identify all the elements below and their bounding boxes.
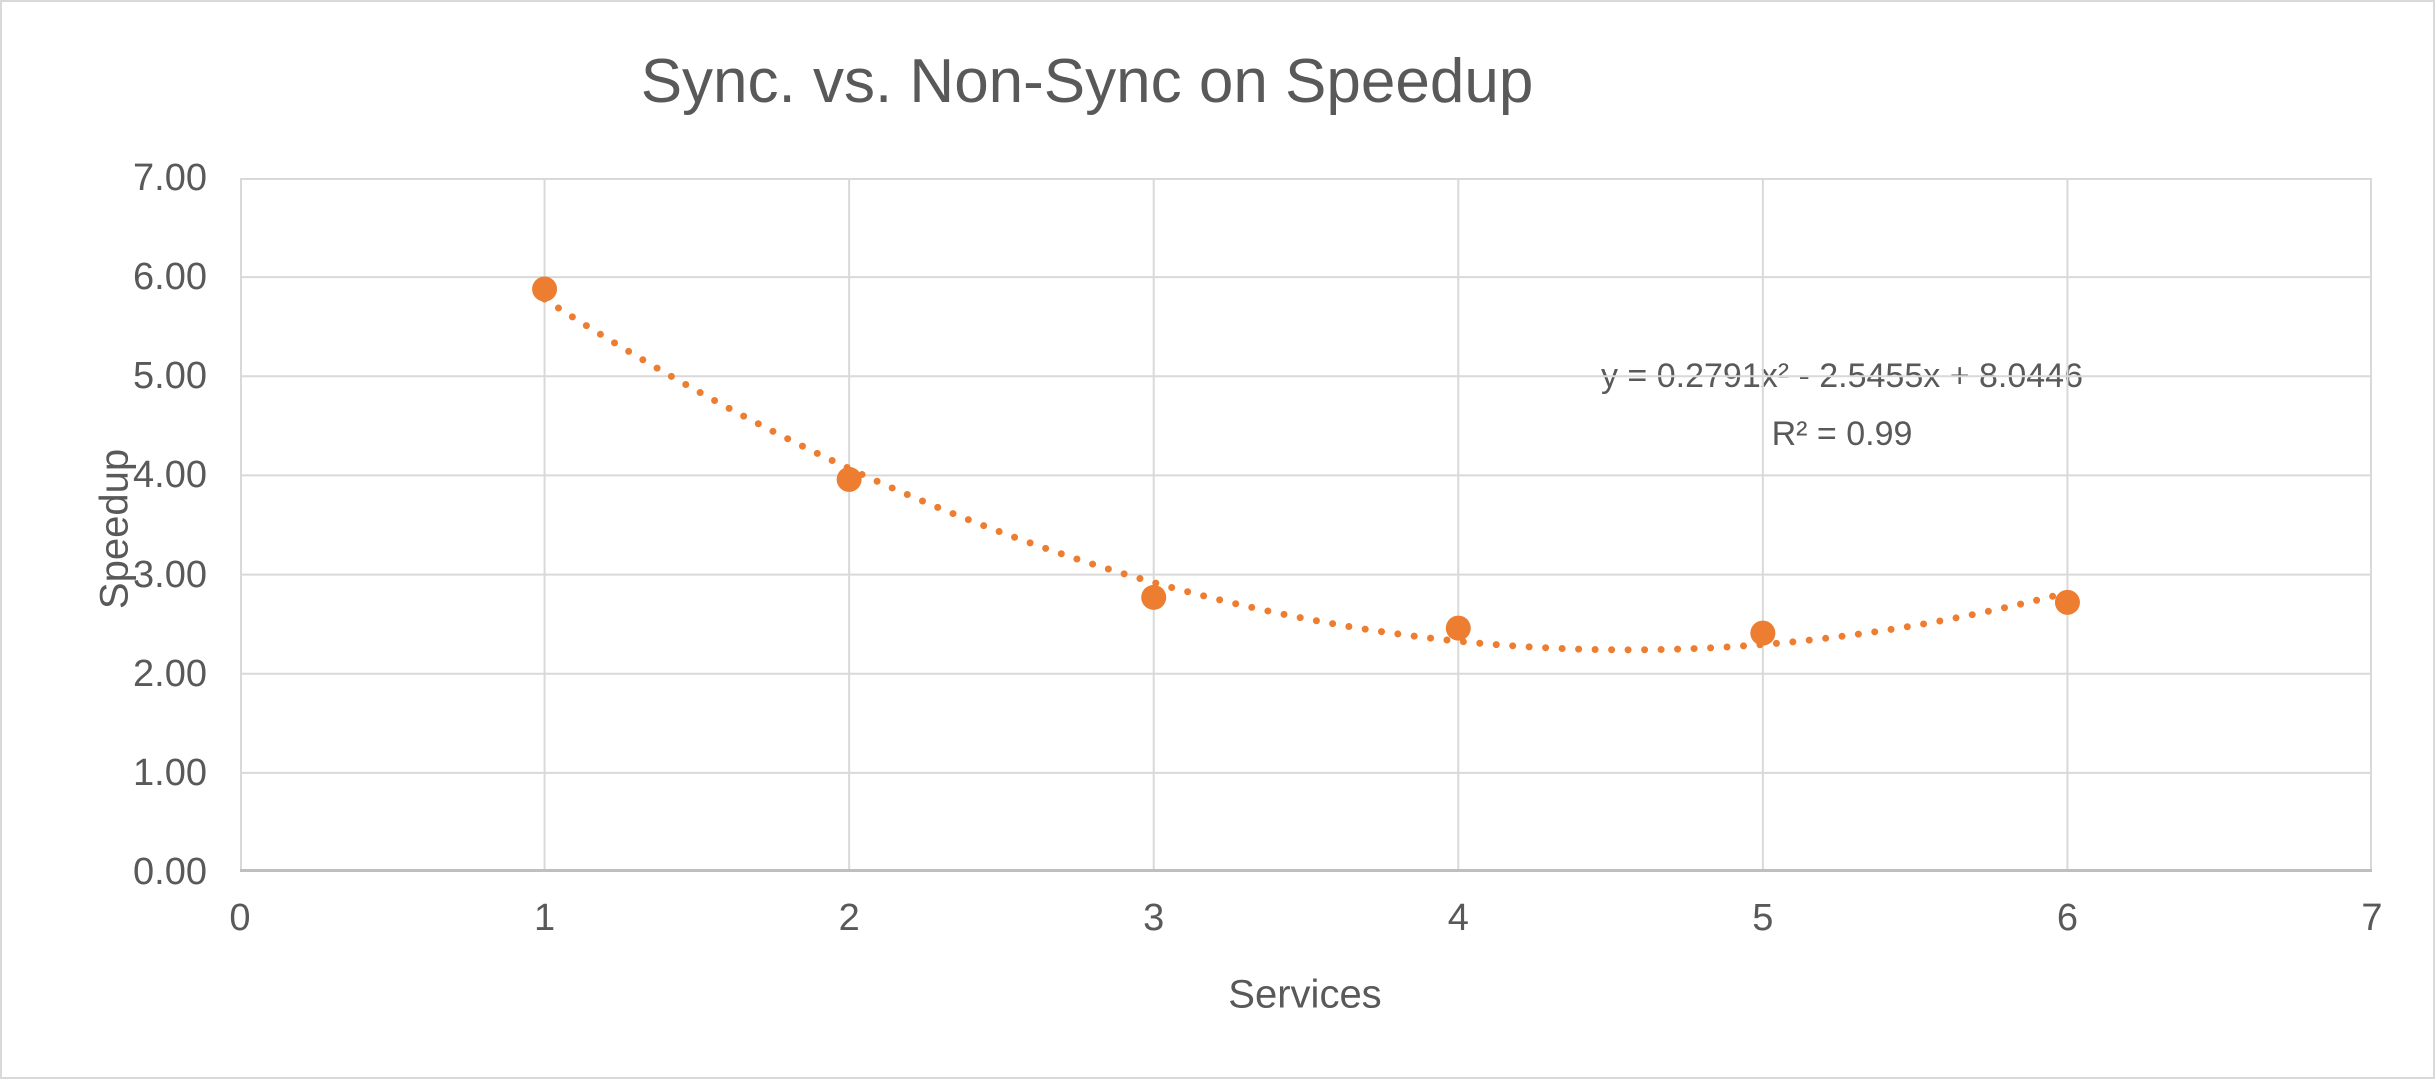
y-tick-label: 0.00	[133, 851, 207, 893]
y-tick-label: 3.00	[133, 553, 207, 596]
plot-svg	[240, 178, 2372, 872]
x-tick-label: 2	[838, 897, 860, 939]
x-tick-label: 7	[2361, 897, 2383, 939]
y-tick-label: 7.00	[133, 157, 207, 199]
data-point	[532, 276, 558, 302]
y-tick-label: 2.00	[133, 652, 207, 695]
data-point	[1141, 584, 1167, 610]
data-point	[1750, 620, 1776, 646]
y-tick-label: 6.00	[133, 256, 207, 299]
y-tick-label: 1.00	[133, 751, 207, 794]
x-tick-label: 3	[1143, 897, 1165, 939]
data-point	[1445, 615, 1471, 641]
x-tick-label: 5	[1752, 897, 1774, 939]
x-axis-title: Services	[1228, 972, 1382, 1017]
x-tick-label: 0	[229, 897, 251, 939]
x-tick-label: 1	[533, 897, 556, 939]
data-point	[2054, 589, 2080, 615]
y-tick-label: 5.00	[133, 355, 207, 398]
x-tick-label: 4	[1447, 897, 1469, 939]
plot-area	[240, 178, 2372, 872]
chart-title: Sync. vs. Non-Sync on Speedup	[640, 47, 1534, 116]
trendline-r-squared: R² = 0.99	[1771, 415, 1913, 453]
data-point	[836, 466, 862, 492]
x-tick-label: 6	[2056, 897, 2078, 939]
y-tick-label: 4.00	[133, 454, 207, 497]
